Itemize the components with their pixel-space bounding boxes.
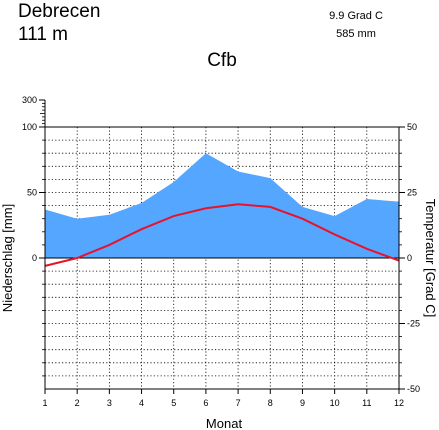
right-axis-tick-label: 50 [407,122,417,132]
right-axis-tick-label: -25 [407,319,420,329]
x-axis-tick-label: 1 [42,398,47,408]
plot-frame [44,126,400,390]
x-axis-tick-label: 3 [107,398,112,408]
x-axis-tick-label: 12 [394,398,404,408]
x-axis-label: Monat [206,416,243,430]
x-axis-tick-label: 9 [300,398,305,408]
left-axis-tick-label: 300 [22,95,37,105]
left-axis-tick-label: 50 [27,188,37,198]
x-axis-tick-label: 10 [330,398,340,408]
x-axis-tick-label: 6 [203,398,208,408]
x-axis-tick-label: 7 [236,398,241,408]
x-axis-tick-label: 8 [268,398,273,408]
temperature-line [44,203,400,267]
right-axis-label: Temperatur [Grad C] [423,199,438,318]
left-axis-tick-label: 100 [22,122,37,132]
x-axis-tick-label: 4 [139,398,144,408]
mean-temperature: 9.9 Grad C [329,10,383,22]
grid [45,127,399,389]
climate-classification: Cfb [207,50,237,71]
station-elevation: 111 m [18,24,68,45]
x-axis-tick-label: 2 [75,398,80,408]
x-axis-tick-label: 5 [171,398,176,408]
annual-precipitation: 585 mm [336,28,376,40]
left-axis-tick-label: 0 [32,253,37,263]
station-name: Debrecen [18,1,100,22]
right-axis-tick-label: 25 [407,188,417,198]
right-axis-tick-label: 0 [407,253,412,263]
right-axis-tick-label: -50 [407,384,420,394]
left-axis-label: Niederschlag [mm] [0,204,15,312]
x-axis-tick-label: 11 [362,398,371,408]
